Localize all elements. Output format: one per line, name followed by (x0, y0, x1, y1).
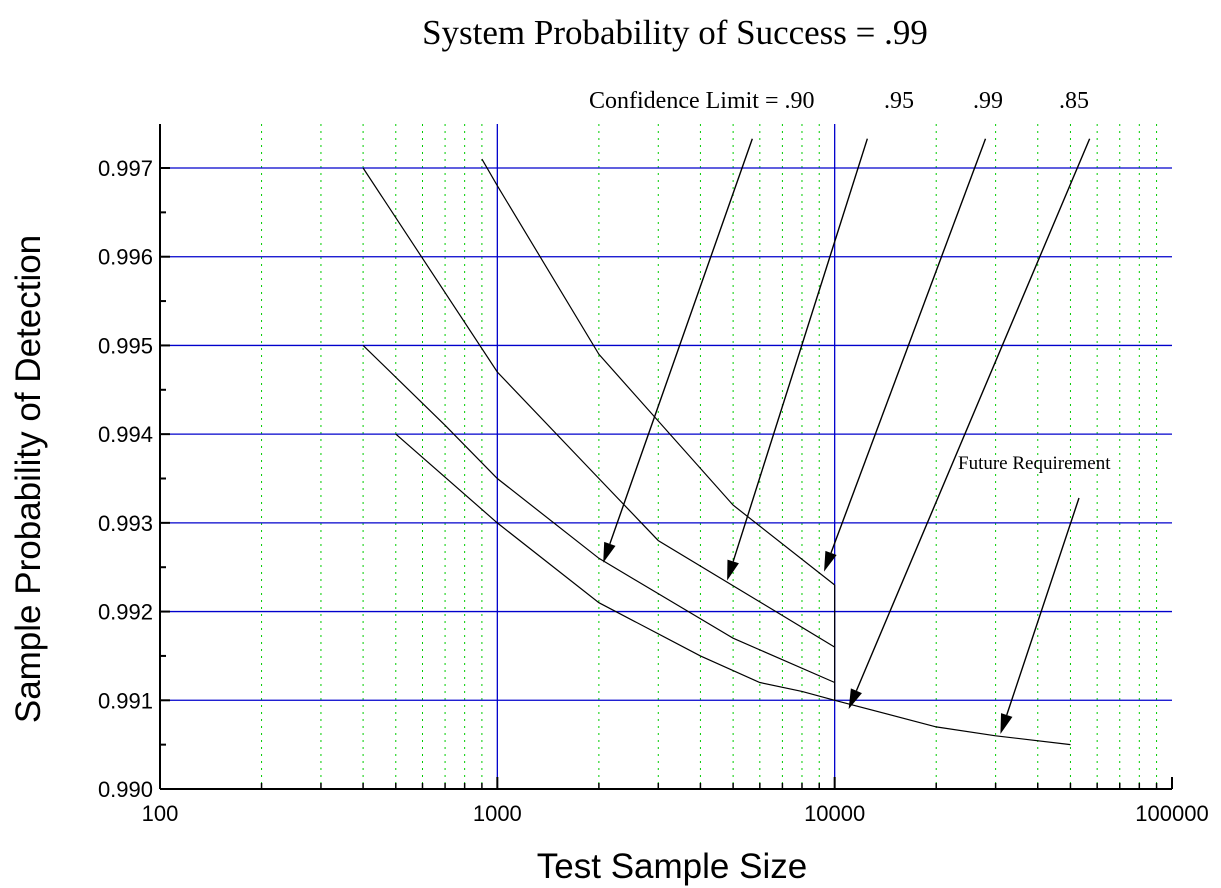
annotation-confidence-90: Confidence Limit = .90 (589, 88, 815, 114)
x-tick-label: 1000 (473, 801, 522, 826)
x-tick-label: 100 (142, 801, 179, 826)
y-tick-label: 0.992 (98, 600, 153, 625)
series-layer (363, 159, 1070, 745)
y-tick-label: 0.995 (98, 333, 153, 358)
series-line-2 (363, 168, 835, 647)
y-tick-label: 0.991 (98, 688, 153, 713)
annotation-confidence-99: .99 (973, 88, 1003, 114)
y-axis-label: Sample Probability of Detection (9, 235, 48, 723)
series-line-3 (363, 345, 835, 682)
annotation-confidence-95: .95 (884, 88, 914, 114)
arrow-layer (603, 139, 1089, 734)
x-tick-label: 10000 (804, 801, 865, 826)
annotation-arrow-90 (603, 139, 752, 563)
y-tick-label: 0.990 (98, 777, 153, 802)
chart-title: System Probability of Success = .99 (422, 13, 928, 52)
annotation-arrow-99 (824, 139, 985, 572)
annotation-arrow-85 (849, 139, 1090, 709)
annotation-arrow-95 (727, 139, 867, 581)
x-tick-label: 100000 (1135, 801, 1208, 826)
x-axis-label: Test Sample Size (537, 847, 807, 886)
annotation-future-requirement: Future Requirement (958, 453, 1111, 474)
y-tick-label: 0.994 (98, 422, 153, 447)
annotation-confidence-85: .85 (1059, 88, 1089, 114)
y-tick-label: 0.993 (98, 511, 153, 536)
y-tick-label: 0.996 (98, 245, 153, 270)
annotation-arrow-future (1000, 498, 1079, 734)
y-tick-label: 0.997 (98, 156, 153, 181)
